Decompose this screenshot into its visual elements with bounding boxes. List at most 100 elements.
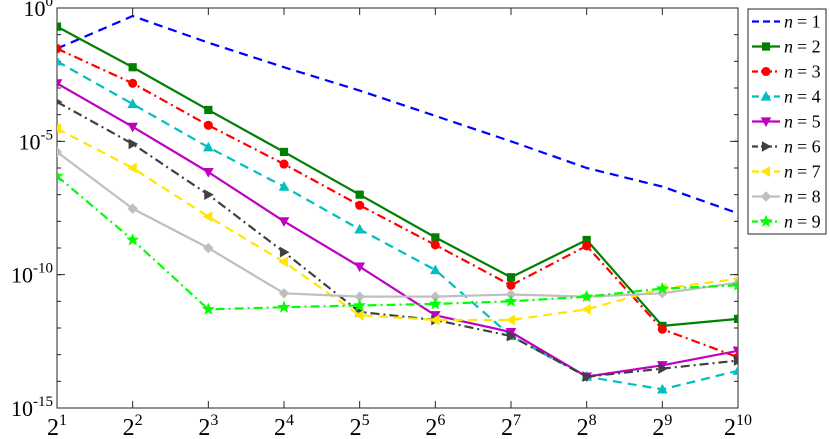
plot-area [56, 7, 739, 409]
data-point [128, 78, 138, 88]
data-point [732, 346, 738, 357]
data-point [279, 147, 289, 157]
data-point [57, 44, 62, 54]
data-point [278, 217, 290, 227]
data-point [353, 298, 367, 311]
data-point [431, 233, 440, 242]
legend-item: n = 4 [752, 87, 821, 107]
data-point [201, 302, 215, 315]
data-point [278, 256, 289, 268]
data-point [429, 264, 441, 275]
x-tick-label: 210 [724, 412, 752, 439]
data-point [506, 330, 517, 342]
series-5 [57, 79, 738, 383]
data-point [354, 223, 366, 234]
data-point [57, 146, 63, 158]
legend-label: n = 7 [784, 162, 821, 182]
y-tick-label: 10-5 [19, 127, 54, 154]
data-point [354, 262, 366, 273]
x-tick-label: 26 [425, 412, 445, 439]
x-tick-label: 27 [501, 412, 521, 439]
series-6 [57, 98, 738, 382]
legend-item: n = 8 [752, 187, 821, 207]
legend-item: n = 9 [752, 212, 821, 232]
legend-item: n = 6 [752, 137, 821, 157]
data-point [582, 241, 592, 251]
data-point [580, 289, 594, 303]
x-tick-label: 24 [274, 412, 294, 439]
data-point [430, 240, 440, 250]
x-tick-label: 23 [198, 412, 218, 439]
data-point [128, 63, 137, 72]
data-point [128, 138, 139, 150]
legend-label: n = 5 [784, 112, 821, 132]
data-point [279, 159, 289, 169]
data-point [657, 324, 667, 334]
data-point [355, 200, 365, 210]
series-line [57, 25, 738, 327]
data-point [57, 123, 62, 134]
legend-marker [760, 191, 772, 202]
x-tick-label: 21 [47, 412, 67, 439]
legend-item: n = 3 [752, 62, 821, 82]
data-point [203, 120, 213, 130]
x-tick-label: 25 [350, 412, 370, 439]
data-point [127, 98, 139, 109]
legend-item: n = 1 [752, 12, 821, 32]
y-axis: 100 10-5 10-10 10-15 [11, 0, 738, 421]
data-point [656, 383, 668, 394]
series-1 [57, 14, 738, 215]
data-point [57, 22, 62, 31]
data-point [733, 355, 738, 366]
legend-label: n = 6 [784, 137, 821, 157]
data-point [504, 294, 518, 307]
legend-item: n = 2 [752, 37, 821, 57]
series-line [57, 14, 738, 215]
data-point [202, 168, 214, 178]
data-point [581, 304, 591, 315]
legend-marker [760, 117, 772, 128]
series-line [57, 127, 738, 322]
data-point [582, 371, 593, 382]
legend-item: n = 5 [752, 112, 821, 132]
data-point [429, 314, 440, 326]
series-line [57, 151, 738, 298]
y-tick-label: 100 [24, 0, 54, 21]
data-point [655, 281, 669, 295]
series-layer [57, 14, 738, 394]
data-point [202, 141, 214, 152]
data-point [204, 105, 213, 115]
legend-marker [761, 66, 771, 77]
data-point [278, 288, 290, 299]
legend-label: n = 2 [784, 37, 821, 57]
y-tick-label: 10-10 [11, 261, 53, 288]
data-point [279, 246, 290, 258]
y-tick-label: 10-15 [11, 394, 53, 421]
data-point [126, 233, 140, 246]
data-point [204, 189, 214, 201]
data-point [203, 242, 214, 254]
legend-marker [760, 90, 772, 101]
data-point [658, 363, 668, 374]
data-point [202, 211, 213, 222]
x-tick-label: 28 [577, 412, 597, 439]
data-point [57, 55, 63, 66]
data-point [278, 181, 290, 191]
data-point [428, 297, 442, 310]
series-9 [57, 169, 738, 315]
data-point [732, 365, 738, 375]
legend-label: n = 4 [784, 87, 821, 107]
series-3 [57, 44, 738, 362]
plot-frame [56, 7, 739, 409]
legend-label: n = 3 [784, 62, 821, 82]
legend-marker [760, 166, 771, 177]
data-point [57, 169, 64, 182]
data-point [733, 314, 738, 323]
data-point [127, 203, 138, 214]
data-point [57, 79, 63, 89]
x-tick-label: 22 [123, 412, 143, 439]
series-line [57, 47, 738, 359]
series-line [57, 82, 738, 378]
data-point [354, 309, 364, 321]
